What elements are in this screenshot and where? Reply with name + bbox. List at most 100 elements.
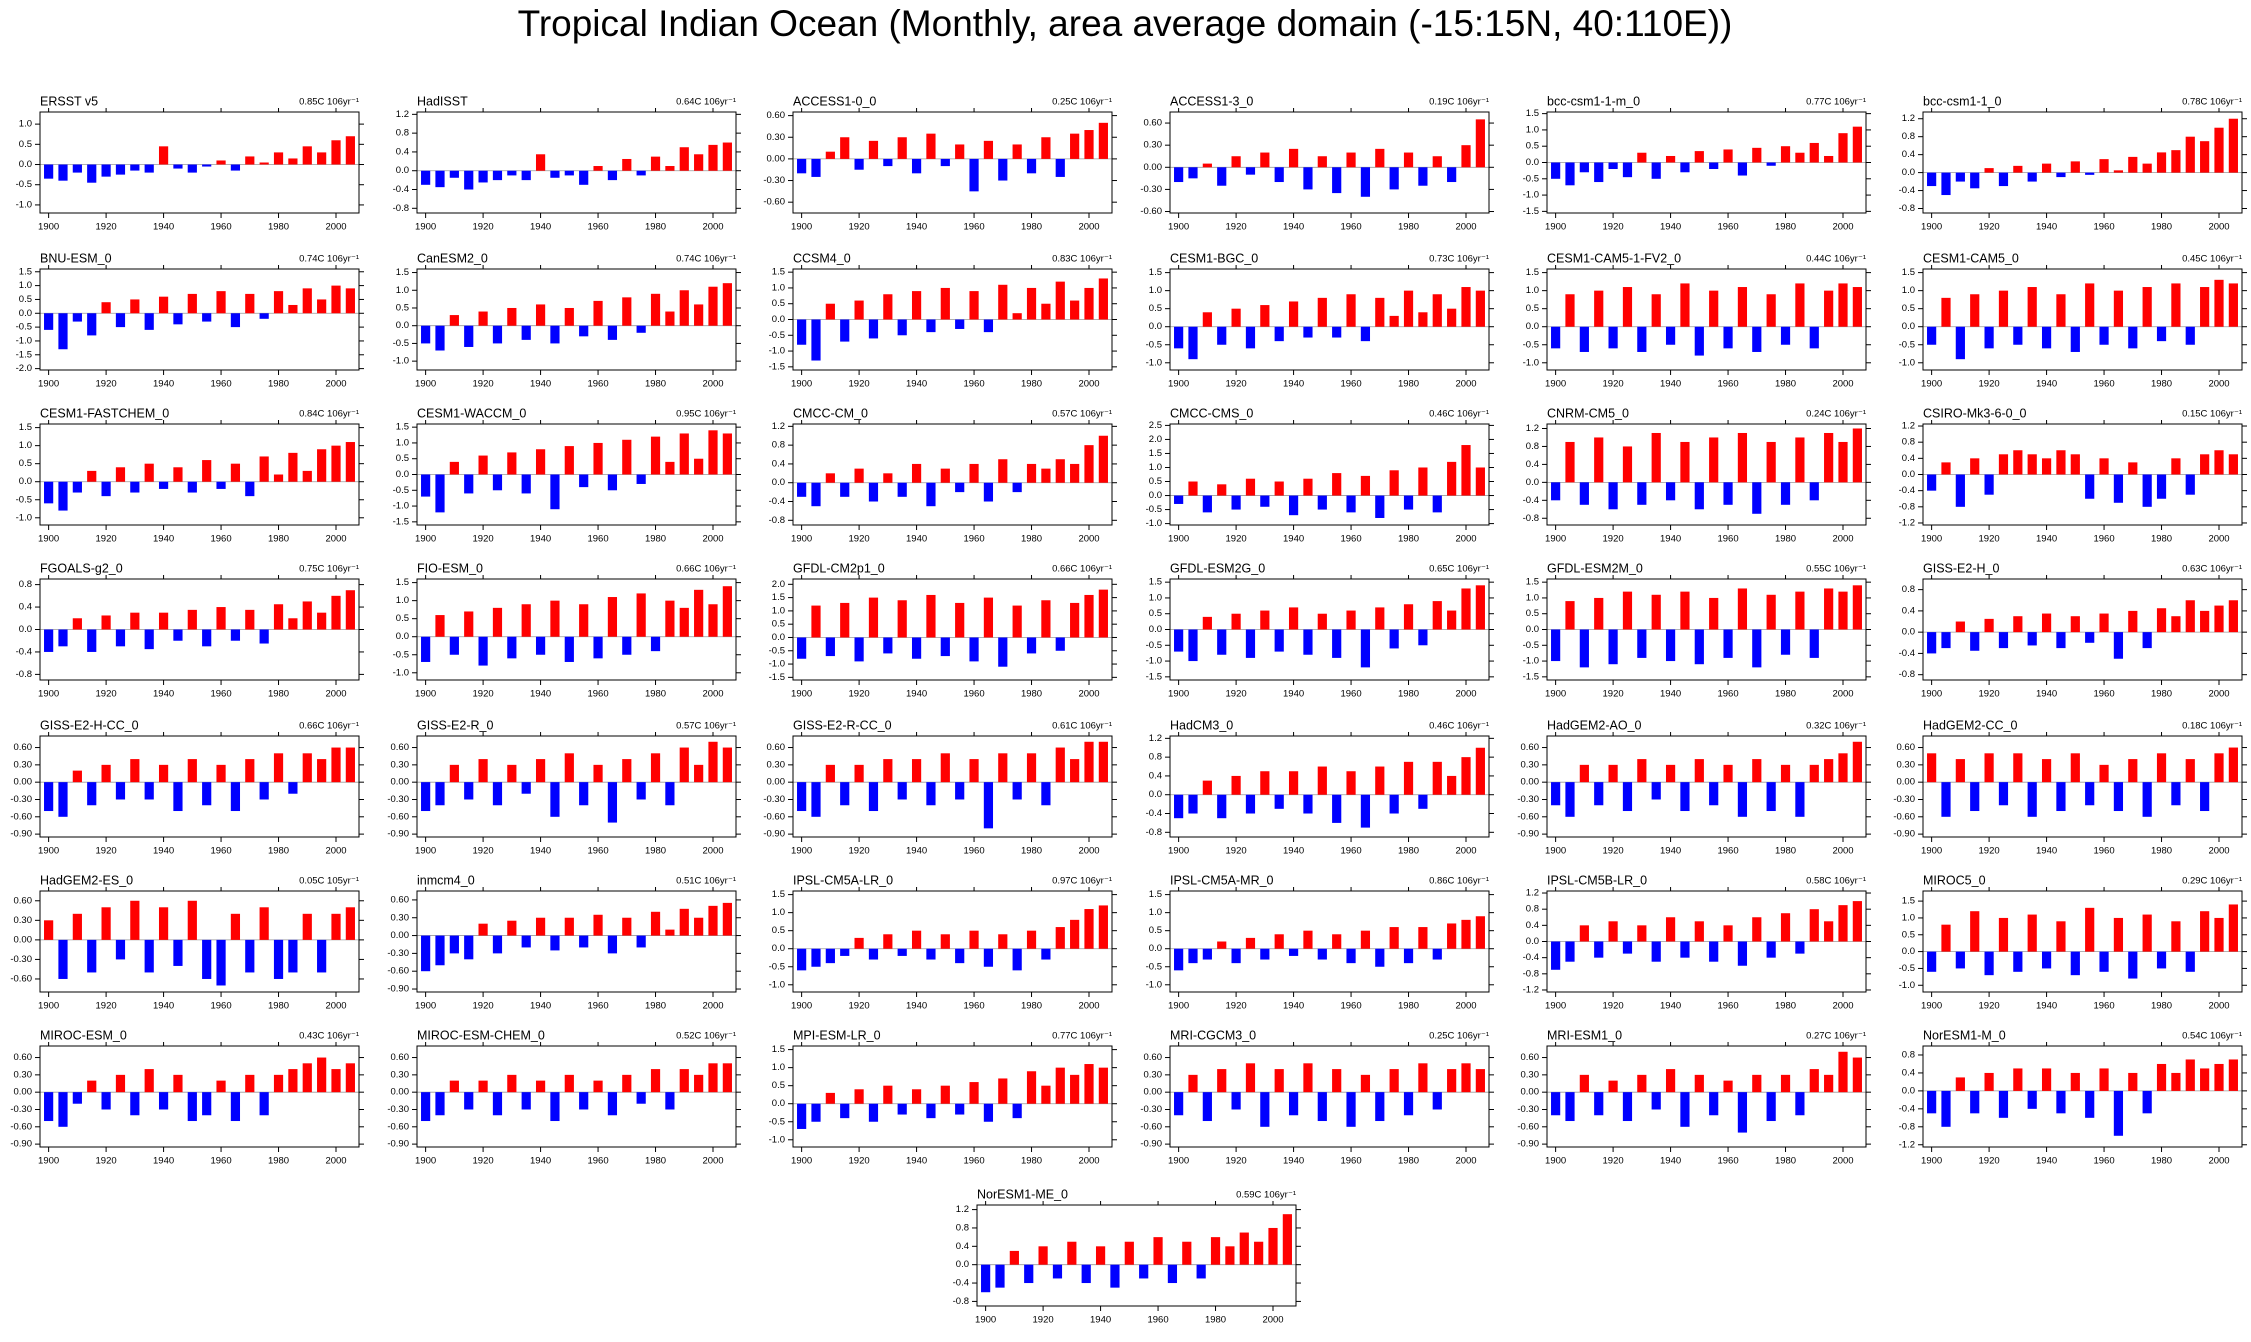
bar [44,782,54,812]
bar [1167,1264,1178,1284]
bar [811,1103,821,1122]
x-tick-label: 1920 [1603,534,1624,545]
y-tick-label: 0.60 [767,742,786,753]
x-tick-label: 1980 [1775,846,1796,857]
bar [722,586,732,637]
bar [797,319,807,345]
panel-title: BNU-ESM_0 [40,251,112,265]
y-tick-label: -1.5 [1146,671,1162,682]
trend-label: 0.18C 106yr⁻¹ [2182,721,2242,732]
bar [897,1103,907,1115]
y-tick-label: -0.90 [387,984,409,995]
plot-frame [1546,423,1867,526]
bar [1608,1080,1618,1093]
trend-label: 0.74C 106yr⁻¹ [676,254,736,265]
y-tick-label: -0.30 [1517,1104,1539,1115]
x-tick-label: 1980 [645,379,666,390]
bar [1038,1246,1048,1265]
x-tick-label: 1960 [1340,1156,1361,1167]
bar [216,1080,226,1093]
y-tick-label: 0.4 [396,146,409,157]
x-tick-label: 1980 [1775,534,1796,545]
bar [564,753,574,783]
bar [1447,923,1457,949]
plot-frame [1922,111,2243,214]
bar [883,294,893,320]
x-tick-label: 1960 [1717,1156,1738,1167]
bar [1998,632,2009,649]
bar [1565,1092,1575,1122]
panel-title: CSIRO-Mk3-6-0_0 [1923,406,2027,420]
panel: CCSM4_0 0.83C 106yr⁻¹-1.5-1.0-0.50.00.51.… [769,251,1117,390]
y-tick-label: -0.30 [763,794,785,805]
x-tick-label: 1900 [791,846,812,857]
bar [202,939,212,979]
plot-frame [1169,268,1490,371]
x-tick-label: 2000 [702,1156,723,1167]
bar [1210,1237,1221,1265]
x-tick-label: 1920 [1226,689,1247,700]
bar [1565,601,1575,630]
bar [521,474,531,494]
x-tick-label: 1920 [96,1001,117,1012]
bar [1579,629,1589,668]
x-tick-label: 2000 [325,222,346,233]
panel-title: GISS-E2-R_0 [417,718,493,732]
bar [2185,1059,2195,1091]
y-tick-label: 1.5 [1149,267,1162,278]
bar [1723,1080,1733,1093]
bar [317,1057,327,1093]
bar [87,629,97,652]
x-tick-label: 2000 [1832,689,1853,700]
bar [1941,172,1951,196]
bar [1217,1069,1227,1093]
trend-label: 0.75C 106yr⁻¹ [299,564,359,575]
bar [1303,478,1313,496]
bar [868,140,879,159]
bar [288,618,298,630]
panel: IPSL-CM5A-LR_0 0.97C 106yr⁻¹-1.0-0.50.00.… [769,873,1117,1012]
bar [607,782,618,823]
bar [449,461,459,475]
bar [72,770,82,783]
bar [464,325,474,347]
plot-frame [416,578,737,681]
bar [825,1092,835,1104]
panel-title: CESM1-CAM5-1-FV2_0 [1547,251,1681,265]
bar [2099,159,2109,173]
x-tick-label: 1980 [645,1156,666,1167]
bar [158,764,169,783]
bar [868,482,879,502]
bar [230,782,241,812]
x-tick-label: 1980 [1021,689,1042,700]
bar [302,146,312,165]
x-tick-label: 1920 [1979,689,2000,700]
bar [273,291,284,314]
x-tick-label: 1920 [1033,1315,1054,1326]
bar [2013,450,2023,475]
y-tick-label: 1.5 [1526,267,1539,278]
trend-label: 0.83C 106yr⁻¹ [1052,254,1112,265]
x-tick-label: 1960 [587,1001,608,1012]
y-tick-label: -2.0 [16,363,32,374]
y-tick-label: -0.8 [953,1296,969,1307]
bar [1346,610,1356,630]
x-tick-label: 1900 [415,846,436,857]
plot-frame [1922,735,2243,838]
bar [173,939,183,966]
bar [897,782,907,800]
bar [1202,948,1212,960]
bar [202,629,212,647]
bar [665,461,675,475]
bar [202,460,212,482]
x-tick-label: 1920 [849,846,870,857]
panel-title: HadISST [417,94,468,108]
bar [1188,326,1198,360]
x-tick-label: 1980 [1398,1156,1419,1167]
panel-title: bcc-csm1-1_0 [1923,94,2002,108]
bar [1780,764,1791,783]
x-tick-label: 1960 [210,846,231,857]
bar [840,137,850,159]
bar [1012,1103,1022,1119]
panel-title: inmcm4_0 [417,873,475,887]
